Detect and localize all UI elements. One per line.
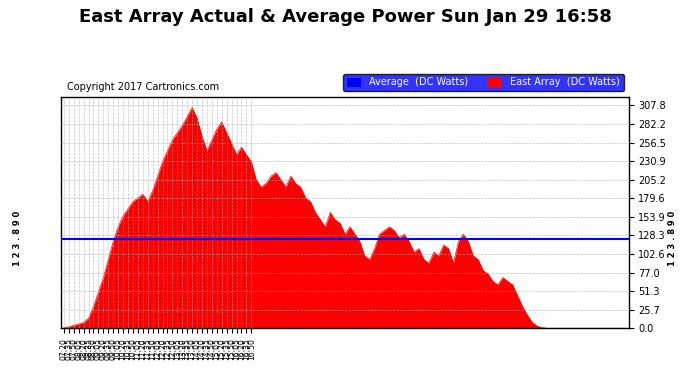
- Text: 1 2 3 . 8 9 0: 1 2 3 . 8 9 0: [12, 211, 21, 266]
- Text: Copyright 2017 Cartronics.com: Copyright 2017 Cartronics.com: [67, 82, 219, 92]
- Text: East Array Actual & Average Power Sun Jan 29 16:58: East Array Actual & Average Power Sun Ja…: [79, 8, 611, 26]
- Legend: Average  (DC Watts), East Array  (DC Watts): Average (DC Watts), East Array (DC Watts…: [343, 74, 624, 92]
- Text: 1 2 3 . 8 9 0: 1 2 3 . 8 9 0: [669, 211, 678, 266]
